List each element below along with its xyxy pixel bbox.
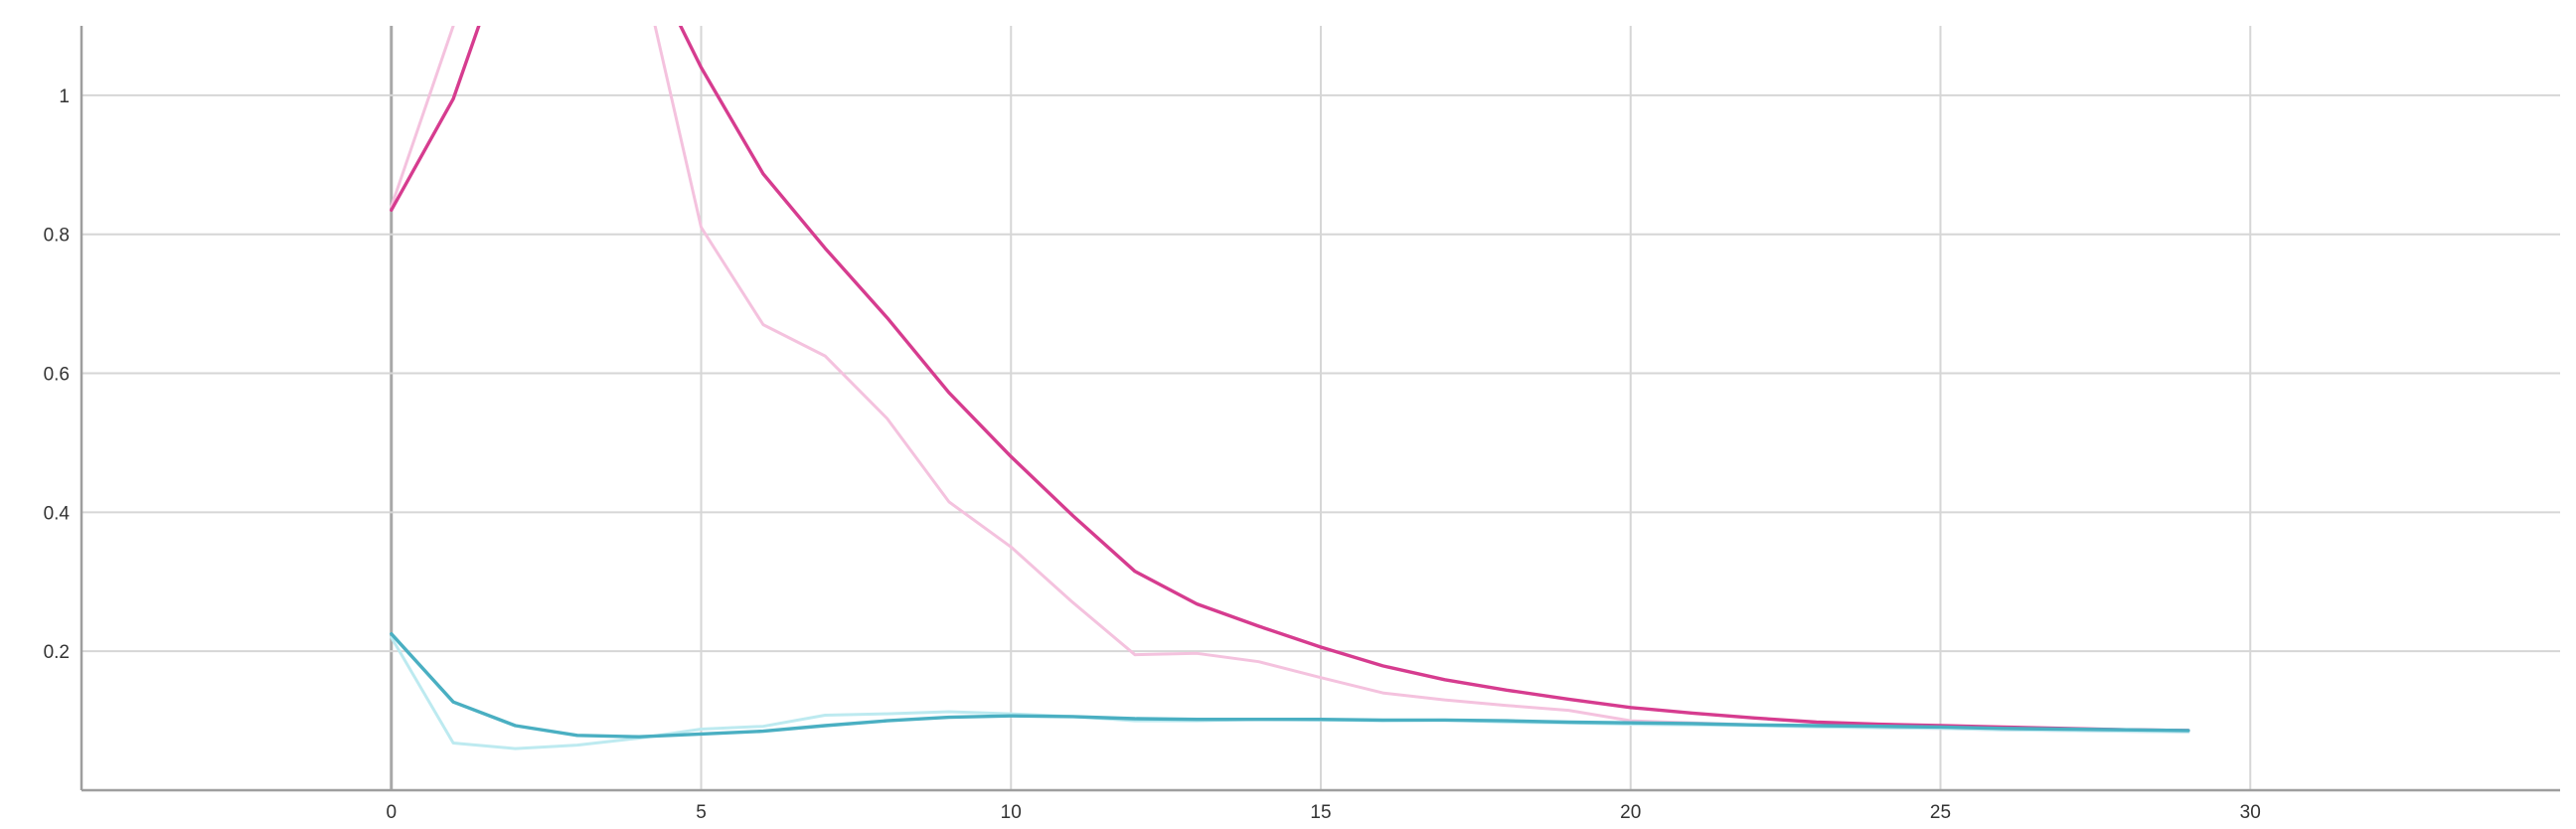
y-tick-label: 0.8 bbox=[44, 226, 70, 247]
y-tick-label: 0.2 bbox=[44, 642, 70, 663]
tick-labels: 0 5 10 15 20 25 30 0.2 0.4 0.6 0.8 1 bbox=[44, 86, 2261, 823]
y-tick-label: 0.6 bbox=[44, 365, 70, 386]
series-line-pink-raw[interactable] bbox=[390, 0, 2190, 734]
axes-layer bbox=[80, 26, 2560, 792]
x-tick-label: 20 bbox=[1620, 802, 1641, 823]
grid-layer bbox=[81, 26, 2560, 790]
x-tick-label: 25 bbox=[1930, 802, 1951, 823]
y-tick-label: 1 bbox=[59, 86, 70, 107]
x-tick-label: 0 bbox=[386, 802, 397, 823]
series-layer bbox=[390, 0, 2190, 750]
series-line-cyan-smoothed[interactable] bbox=[390, 632, 2190, 739]
x-tick-label: 5 bbox=[696, 802, 707, 823]
x-tick-label: 15 bbox=[1310, 802, 1331, 823]
series-line-cyan-raw[interactable] bbox=[390, 635, 2190, 750]
y-tick-label: 0.4 bbox=[44, 503, 71, 524]
series-line-pink-smoothed[interactable] bbox=[390, 0, 2190, 733]
x-tick-label: 30 bbox=[2240, 802, 2261, 823]
x-tick-label: 10 bbox=[1001, 802, 1022, 823]
